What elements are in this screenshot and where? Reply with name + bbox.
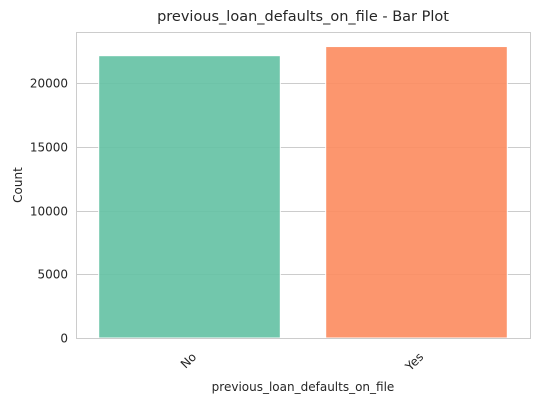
x-tick-label: No	[178, 350, 199, 371]
x-tick-labels: No Yes	[178, 350, 426, 374]
bar-no	[98, 55, 281, 339]
x-axis-title: previous_loan_defaults_on_file	[212, 380, 395, 394]
bar-yes	[325, 46, 508, 339]
y-tick-label: 15000	[30, 141, 68, 155]
chart-title: previous_loan_defaults_on_file - Bar Plo…	[157, 9, 449, 25]
y-tick-label: 5000	[37, 268, 68, 282]
y-tick-label: 0	[60, 332, 68, 346]
plot-frame	[76, 32, 531, 339]
y-tick-label: 10000	[30, 205, 68, 219]
y-tick-label: 20000	[30, 77, 68, 91]
y-axis-title: Count	[11, 167, 25, 203]
y-tick-labels: 0 5000 10000 15000 20000	[30, 77, 68, 346]
x-tick-label: Yes	[402, 350, 426, 374]
bars	[98, 46, 508, 339]
